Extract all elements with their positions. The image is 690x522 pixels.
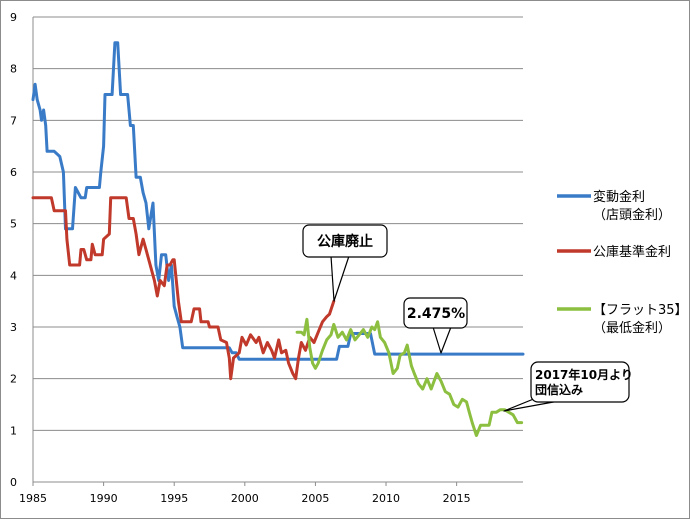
x-tick-label: 2015 [443, 492, 471, 505]
x-tick-label: 1990 [90, 492, 118, 505]
y-tick-label: 7 [10, 114, 17, 127]
legend-label-1: 変動金利（店頭金利） [593, 189, 671, 223]
y-tick-label: 9 [10, 11, 17, 24]
series-line-2 [31, 196, 336, 381]
y-tick-label: 3 [10, 321, 17, 334]
callout-box [302, 224, 388, 258]
callout-box [530, 361, 630, 403]
x-tick-label: 2000 [231, 492, 259, 505]
callout-3: 2017年10月より団信込み [503, 361, 633, 412]
series-lines [31, 41, 525, 437]
series-line-1 [31, 41, 525, 361]
y-tick-label: 1 [10, 424, 17, 437]
legend: 変動金利（店頭金利） 公庫基準金利【フラット35】（最低金利） [557, 189, 688, 336]
callout-box [403, 297, 468, 329]
y-tick-label: 0 [10, 476, 17, 489]
callout-1: 公庫廃止 [302, 224, 388, 302]
callout-text: 公庫廃止 [317, 233, 373, 250]
callouts: 公庫廃止 2.475% 2017年10月より団信込み [302, 224, 633, 412]
x-tick-label: 1985 [19, 492, 47, 505]
callout-pointer [330, 255, 350, 302]
legend-label-3: 【フラット35】（最低金利） [593, 303, 688, 336]
y-tick-label: 6 [10, 166, 17, 179]
callout-text: 2.475% [407, 306, 465, 322]
callout-pointer [432, 326, 452, 354]
legend-label-2: 公庫基準金利 [593, 244, 671, 260]
y-tick-label: 2 [10, 373, 17, 386]
callout-2: 2.475% [403, 297, 468, 354]
callout-text: 2017年10月より団信込み [535, 367, 633, 397]
y-tick-label: 8 [10, 63, 17, 76]
x-tick-label: 2010 [372, 492, 400, 505]
x-tick-label: 2005 [301, 492, 329, 505]
series-line-3 [295, 317, 524, 437]
grid-lines [33, 16, 523, 483]
y-tick-label: 5 [10, 218, 17, 231]
y-tick-label: 4 [10, 269, 17, 282]
x-tick-label: 1995 [160, 492, 188, 505]
